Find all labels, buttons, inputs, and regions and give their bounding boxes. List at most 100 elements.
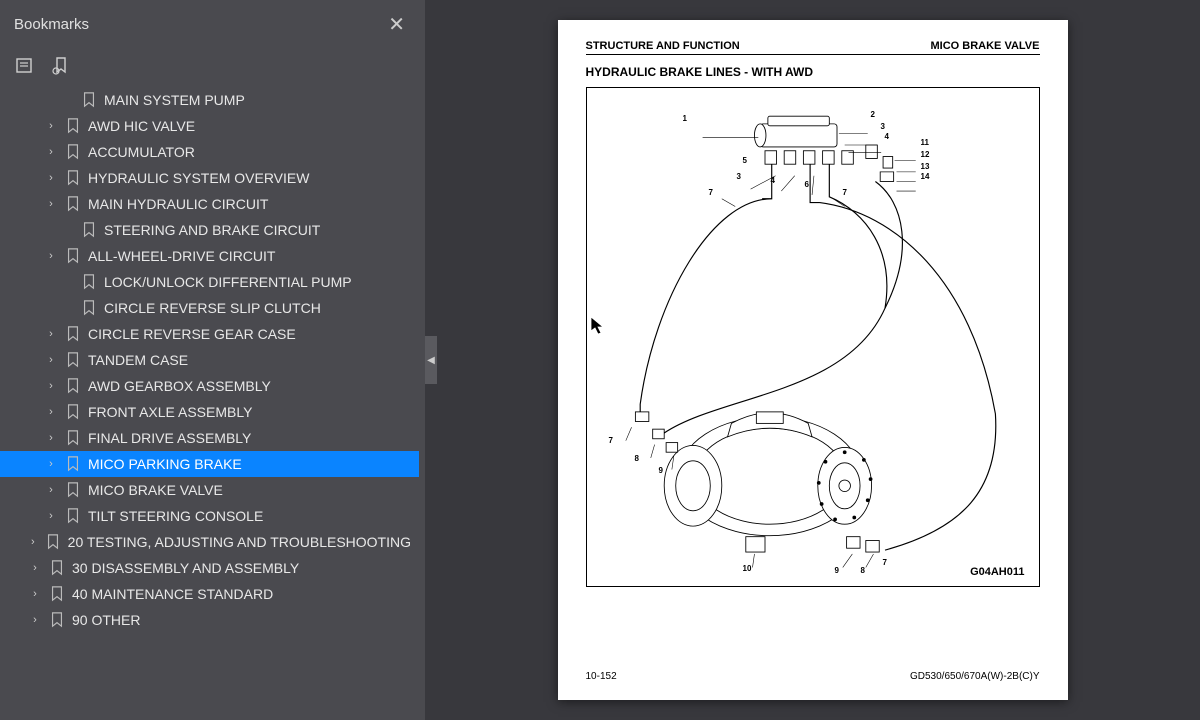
chevron-right-icon[interactable]: › — [44, 354, 58, 366]
bookmark-label: STEERING AND BRAKE CIRCUIT — [104, 222, 320, 238]
bookmark-item[interactable]: › FINAL DRIVE ASSEMBLY — [0, 425, 419, 451]
chevron-right-icon[interactable]: › — [44, 406, 58, 418]
bookmarks-sidebar: Bookmarks ✕ ›MAIN SYSTEM PUMP›AWD HIC VA… — [0, 0, 425, 720]
bookmark-item[interactable]: ›STEERING AND BRAKE CIRCUIT — [0, 217, 419, 243]
bookmark-item[interactable]: › ALL-WHEEL-DRIVE CIRCUIT — [0, 243, 419, 269]
callout-7b: 7 — [843, 188, 847, 197]
chevron-right-icon[interactable]: › — [28, 562, 42, 574]
bookmark-label: TANDEM CASE — [88, 352, 188, 368]
bookmark-ribbon-icon[interactable] — [50, 55, 72, 77]
bookmark-label: AWD HIC VALVE — [88, 118, 195, 134]
callout-8: 8 — [635, 454, 639, 463]
chevron-right-icon[interactable]: › — [44, 484, 58, 496]
diagram-box: 1 2 3 4 3 4 5 6 7 7 11 12 13 14 7 8 9 10… — [586, 87, 1040, 587]
chevron-right-icon[interactable]: › — [44, 146, 58, 158]
footer-right: GD530/650/670A(W)-2B(C)Y — [910, 671, 1040, 682]
bookmark-label: FRONT AXLE ASSEMBLY — [88, 404, 252, 420]
bookmark-item[interactable]: › ACCUMULATOR — [0, 139, 419, 165]
bookmark-label: 20 TESTING, ADJUSTING AND TROUBLESHOOTIN… — [68, 534, 411, 550]
callout-3b: 3 — [737, 172, 741, 181]
footer-left: 10-152 — [586, 671, 617, 682]
callout-13: 13 — [921, 162, 930, 171]
bookmark-item[interactable]: › 40 MAINTENANCE STANDARD — [0, 581, 419, 607]
callout-4: 4 — [885, 132, 889, 141]
bookmark-item[interactable]: ›MAIN SYSTEM PUMP — [0, 87, 419, 113]
callout-4b: 4 — [771, 176, 775, 185]
callout-10: 10 — [743, 564, 752, 573]
bookmark-item[interactable]: › FRONT AXLE ASSEMBLY — [0, 399, 419, 425]
callout-5: 5 — [743, 156, 747, 165]
callout-8b: 8 — [861, 566, 865, 575]
bookmark-item[interactable]: ›CIRCLE REVERSE SLIP CLUTCH — [0, 295, 419, 321]
bookmark-item[interactable]: › AWD GEARBOX ASSEMBLY — [0, 373, 419, 399]
callout-7: 7 — [709, 188, 713, 197]
chevron-right-icon[interactable]: › — [44, 120, 58, 132]
page-header: STRUCTURE AND FUNCTION MICO BRAKE VALVE — [586, 40, 1040, 55]
bookmark-label: MAIN HYDRAULIC CIRCUIT — [88, 196, 268, 212]
chevron-right-icon[interactable]: › — [44, 458, 58, 470]
chevron-right-icon[interactable]: › — [28, 536, 38, 548]
bookmark-label: TILT STEERING CONSOLE — [88, 508, 263, 524]
sidebar-toolbar — [0, 49, 425, 87]
callout-9: 9 — [659, 466, 663, 475]
bookmark-item[interactable]: › MAIN HYDRAULIC CIRCUIT — [0, 191, 419, 217]
callout-14: 14 — [921, 172, 930, 181]
bookmark-label: MICO PARKING BRAKE — [88, 456, 242, 472]
bookmark-label: 30 DISASSEMBLY AND ASSEMBLY — [72, 560, 299, 576]
bookmark-label: AWD GEARBOX ASSEMBLY — [88, 378, 271, 394]
pdf-page: STRUCTURE AND FUNCTION MICO BRAKE VALVE … — [558, 20, 1068, 700]
bookmark-item[interactable]: › HYDRAULIC SYSTEM OVERVIEW — [0, 165, 419, 191]
bookmark-item[interactable]: › TILT STEERING CONSOLE — [0, 503, 419, 529]
chevron-right-icon[interactable]: › — [44, 198, 58, 210]
callout-1: 1 — [683, 114, 687, 123]
callout-6: 6 — [805, 180, 809, 189]
bookmark-list[interactable]: ›MAIN SYSTEM PUMP›AWD HIC VALVE›ACCUMULA… — [0, 87, 425, 720]
chevron-right-icon[interactable]: › — [44, 432, 58, 444]
chevron-right-icon[interactable]: › — [44, 328, 58, 340]
chevron-right-icon[interactable]: › — [44, 380, 58, 392]
bookmark-item[interactable]: › TANDEM CASE — [0, 347, 419, 373]
header-right: MICO BRAKE VALVE — [931, 40, 1040, 52]
callout-7c: 7 — [609, 436, 613, 445]
outline-options-icon[interactable] — [14, 55, 36, 77]
chevron-right-icon[interactable]: › — [28, 614, 42, 626]
bookmark-label: 40 MAINTENANCE STANDARD — [72, 586, 273, 602]
sidebar-collapse-handle[interactable]: ◀ — [425, 336, 437, 384]
page-title: HYDRAULIC BRAKE LINES - WITH AWD — [586, 65, 1040, 79]
close-icon[interactable]: ✕ — [382, 10, 411, 39]
callout-3: 3 — [881, 122, 885, 131]
bookmark-item[interactable]: ›LOCK/UNLOCK DIFFERENTIAL PUMP — [0, 269, 419, 295]
bookmark-item[interactable]: ›MICO BRAKE VALVE — [0, 477, 419, 503]
bookmark-item[interactable]: › AWD HIC VALVE — [0, 113, 419, 139]
bookmark-label: FINAL DRIVE ASSEMBLY — [88, 430, 251, 446]
bookmark-item[interactable]: › 90 OTHER — [0, 607, 419, 633]
document-viewer: STRUCTURE AND FUNCTION MICO BRAKE VALVE … — [425, 0, 1200, 720]
header-left: STRUCTURE AND FUNCTION — [586, 40, 740, 52]
bookmark-item[interactable]: › CIRCLE REVERSE GEAR CASE — [0, 321, 419, 347]
callout-9b: 9 — [835, 566, 839, 575]
bookmark-label: MAIN SYSTEM PUMP — [104, 92, 245, 108]
bookmark-label: 90 OTHER — [72, 612, 140, 628]
bookmark-item[interactable]: › 30 DISASSEMBLY AND ASSEMBLY — [0, 555, 419, 581]
bookmark-label: ACCUMULATOR — [88, 144, 195, 160]
hydraulic-diagram — [597, 98, 1029, 576]
callout-2: 2 — [871, 110, 875, 119]
bookmark-item[interactable]: › MICO PARKING BRAKE — [0, 451, 419, 477]
callout-11: 11 — [921, 138, 929, 147]
bookmark-label: CIRCLE REVERSE GEAR CASE — [88, 326, 296, 342]
chevron-right-icon[interactable]: › — [44, 250, 58, 262]
chevron-right-icon[interactable]: › — [44, 172, 58, 184]
sidebar-header: Bookmarks ✕ — [0, 0, 425, 49]
bookmark-label: CIRCLE REVERSE SLIP CLUTCH — [104, 300, 321, 316]
sidebar-title: Bookmarks — [14, 16, 89, 33]
bookmark-label: HYDRAULIC SYSTEM OVERVIEW — [88, 170, 309, 186]
chevron-right-icon[interactable]: › — [28, 588, 42, 600]
callout-12: 12 — [921, 150, 930, 159]
page-footer: 10-152 GD530/650/670A(W)-2B(C)Y — [586, 671, 1040, 682]
diagram-id: G04AH011 — [970, 566, 1024, 578]
bookmark-item[interactable]: › 20 TESTING, ADJUSTING AND TROUBLESHOOTI… — [0, 529, 419, 555]
chevron-right-icon[interactable]: › — [44, 510, 58, 522]
bookmark-label: ALL-WHEEL-DRIVE CIRCUIT — [88, 248, 275, 264]
callout-7d: 7 — [883, 558, 887, 567]
bookmark-label: LOCK/UNLOCK DIFFERENTIAL PUMP — [104, 274, 352, 290]
